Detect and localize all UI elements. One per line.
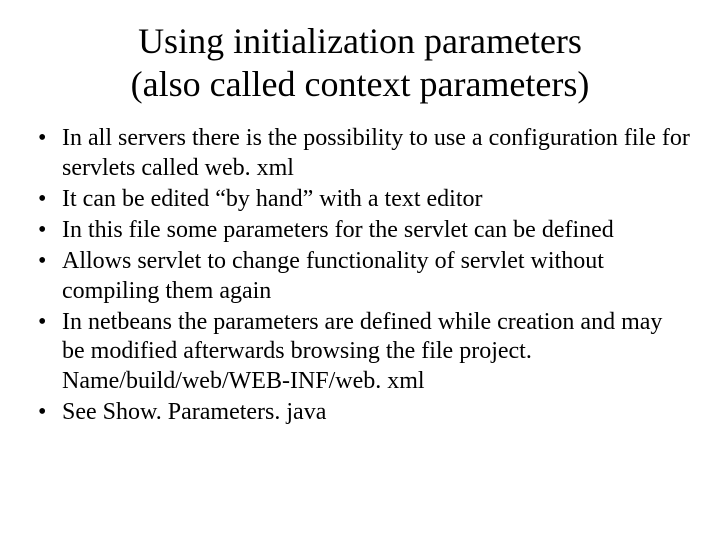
list-item: See Show. Parameters. java (38, 398, 690, 427)
bullet-text: Allows servlet to change functionality o… (62, 248, 604, 303)
list-item: In netbeans the parameters are defined w… (38, 308, 690, 396)
bullet-text: See Show. Parameters. java (62, 399, 326, 425)
bullet-list: In all servers there is the possibility … (30, 124, 690, 427)
list-item: In all servers there is the possibility … (38, 124, 690, 183)
bullet-text: In all servers there is the possibility … (62, 125, 690, 180)
bullet-text: In netbeans the parameters are defined w… (62, 309, 662, 394)
list-item: Allows servlet to change functionality o… (38, 247, 690, 306)
title-line-2: (also called context parameters) (131, 64, 590, 104)
slide-title: Using initialization parameters (also ca… (30, 20, 690, 106)
list-item: It can be edited “by hand” with a text e… (38, 185, 690, 214)
bullet-text: In this file some parameters for the ser… (62, 217, 614, 243)
title-line-1: Using initialization parameters (138, 21, 582, 61)
list-item: In this file some parameters for the ser… (38, 216, 690, 245)
bullet-text: It can be edited “by hand” with a text e… (62, 186, 483, 212)
